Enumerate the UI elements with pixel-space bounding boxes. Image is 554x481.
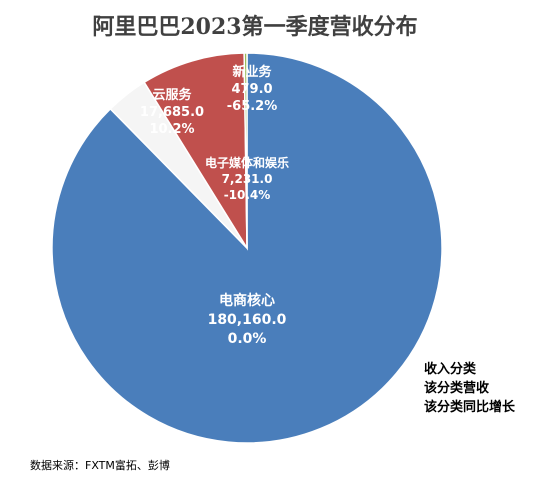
slice-label-name: 云服务 — [152, 87, 192, 103]
slice-label-name: 电商核心 — [219, 292, 275, 309]
source-note: 数据来源：FXTM富拓、彭博 — [30, 458, 170, 472]
pie-slice — [143, 52, 248, 251]
legend-item-revenue: 该分类营收 — [424, 380, 490, 396]
legend-item-category: 收入分类 — [424, 361, 477, 377]
slice-label-value: 17,685.0 — [140, 105, 204, 120]
pie-labels: 电商核心 180,160.0 0.0% 电子媒体和娱乐 7,231.0 -10.4% 云服务… — [140, 64, 289, 347]
legend-item-growth: 该分类同比增长 — [424, 399, 516, 415]
slice-label-name: 新业务 — [232, 64, 272, 80]
slice-label-value: 180,160.0 — [208, 312, 287, 328]
pie-slice — [243, 52, 248, 249]
pie-slices — [51, 52, 443, 444]
slice-label-growth: -65.2% — [227, 99, 278, 114]
slice-label-value: 479.0 — [231, 82, 272, 97]
legend: 收入分类 该分类营收 该分类同比增长 — [424, 361, 516, 415]
chart-title: 阿里巴巴2023第一季度营收分布 — [92, 14, 417, 40]
slice-label-growth: 10.2% — [149, 122, 194, 137]
slice-label-name: 电子媒体和娱乐 — [205, 155, 289, 170]
slice-label-growth: -10.4% — [224, 188, 271, 202]
slice-label-growth: 0.0% — [228, 331, 267, 347]
slice-label-value: 7,231.0 — [222, 172, 273, 186]
